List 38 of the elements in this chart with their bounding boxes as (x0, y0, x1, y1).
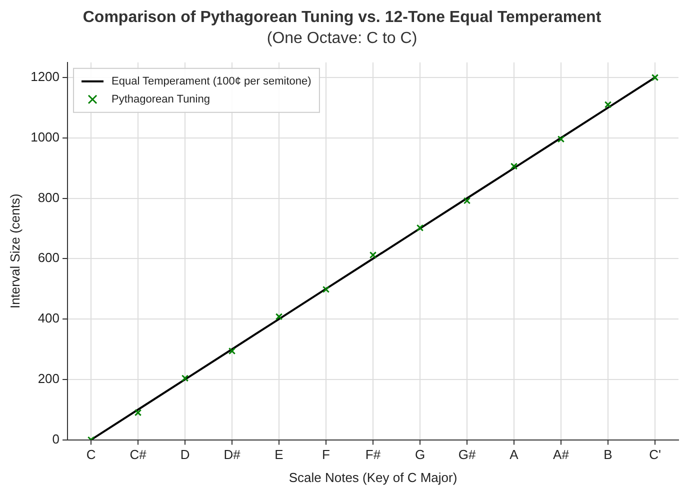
point (369, 251, 377, 259)
y-tick-label: 1000 (30, 129, 60, 144)
point (510, 162, 518, 170)
point (228, 347, 236, 355)
x-axis-title: Scale Notes (Key of C Major) (288, 470, 458, 485)
x-tick-label: G (414, 447, 426, 462)
x-tick-label: A (510, 447, 519, 462)
y-axis-title: Interval Size (cents) (7, 194, 22, 309)
x-tick-label: F (322, 447, 330, 462)
x-tick-label: C# (130, 447, 148, 462)
point (181, 374, 189, 382)
point (557, 136, 565, 143)
x-tick-label: B (604, 447, 612, 462)
point (134, 409, 142, 416)
point (322, 286, 330, 294)
chart-subtitle: (One Octave: C to C) (266, 30, 418, 48)
x-tick-label: E (274, 447, 284, 462)
y-tick-label: 1200 (30, 69, 60, 84)
y-tick-label: 200 (38, 370, 60, 386)
point (463, 197, 471, 204)
chart-title: Comparison of Pythagorean Tuning vs. 12-Tone Equal Temperament (82, 9, 602, 26)
y-tick-label: 0 (52, 431, 60, 446)
y-tick-label: 600 (38, 250, 60, 266)
x-tick-label: C' (649, 447, 661, 462)
x-tick-label: A# (553, 447, 570, 462)
legend-label: Equal Temperament (100¢ per semitone) (112, 75, 312, 88)
point (275, 313, 283, 320)
y-tick-label: 800 (38, 190, 60, 205)
point (651, 74, 659, 82)
x-tick-label: C (86, 447, 96, 462)
point (416, 224, 424, 232)
x-tick-label: D (180, 447, 190, 462)
x-tick-label: D# (224, 447, 242, 462)
point (604, 101, 612, 108)
legend-label: Pythagorean Tuning (112, 93, 210, 106)
x-tick-label: F# (365, 447, 382, 462)
x-tick-label: G# (458, 447, 476, 462)
y-tick-label: 400 (38, 310, 60, 326)
